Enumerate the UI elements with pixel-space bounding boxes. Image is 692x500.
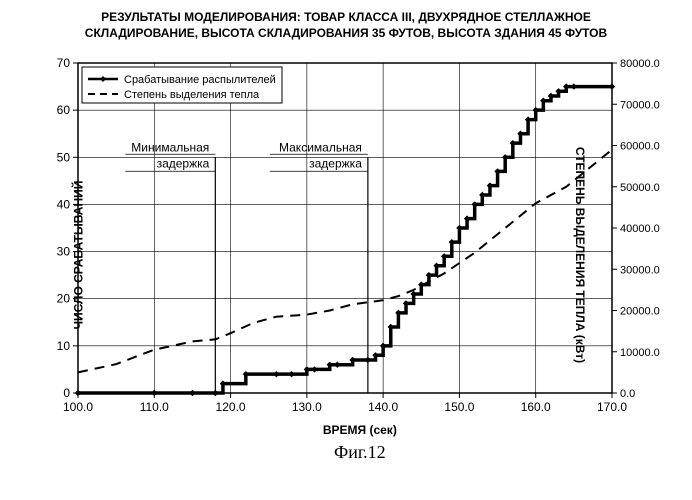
y-left-tick-label: 30 bbox=[57, 245, 71, 259]
min-delay-label-1: Минимальная bbox=[131, 140, 209, 154]
y-right-axis-label: СТЕПЕНЬ ВЫДЕЛЕНИЯ ТЕПЛА (кВт) bbox=[573, 147, 587, 363]
y-right-tick-label: 40000.0 bbox=[620, 223, 660, 235]
plot-area bbox=[78, 63, 612, 393]
x-tick-label: 140.0 bbox=[368, 400, 398, 414]
title-line-2: СКЛАДИРОВАНИЕ, ВЫСОТА СКЛАДИРОВАНИЯ 35 Ф… bbox=[85, 26, 607, 40]
x-tick-label: 100.0 bbox=[63, 400, 93, 414]
y-left-tick-label: 0 bbox=[63, 386, 70, 400]
title-line-1: РЕЗУЛЬТАТЫ МОДЕЛИРОВАНИЯ: ТОВАР КЛАССА I… bbox=[101, 10, 591, 24]
max-delay-label-2: задержка bbox=[309, 156, 362, 170]
legend-label-2: Степень выделения тепла bbox=[124, 89, 260, 101]
y-left-tick-label: 50 bbox=[57, 150, 71, 164]
chart-svg: 100.0110.0120.0130.0140.0150.0160.0170.0… bbox=[0, 45, 692, 465]
x-tick-label: 130.0 bbox=[292, 400, 322, 414]
y-left-tick-label: 40 bbox=[57, 198, 71, 212]
y-left-tick-label: 70 bbox=[57, 56, 71, 70]
y-left-tick-label: 20 bbox=[57, 292, 71, 306]
y-right-tick-label: 10000.0 bbox=[620, 347, 660, 359]
x-tick-label: 120.0 bbox=[216, 400, 246, 414]
x-tick-label: 110.0 bbox=[140, 400, 169, 414]
x-axis-label: ВРЕМЯ (сек) bbox=[323, 423, 397, 437]
y-left-axis-label: ЧИСЛО СРАБАТЫВАНИЙ bbox=[71, 181, 85, 330]
y-right-tick-label: 60000.0 bbox=[620, 141, 660, 153]
max-delay-label-1: Максимальная bbox=[279, 140, 362, 154]
x-tick-label: 170.0 bbox=[597, 400, 627, 414]
chart-container: ЧИСЛО СРАБАТЫВАНИЙ СТЕПЕНЬ ВЫДЕЛЕНИЯ ТЕП… bbox=[0, 45, 692, 465]
y-right-tick-label: 80000.0 bbox=[620, 58, 660, 70]
y-right-tick-label: 20000.0 bbox=[620, 306, 660, 318]
y-left-tick-label: 10 bbox=[57, 339, 71, 353]
x-tick-label: 150.0 bbox=[444, 400, 474, 414]
y-right-tick-label: 70000.0 bbox=[620, 99, 660, 111]
y-right-tick-label: 50000.0 bbox=[620, 182, 660, 194]
y-left-tick-label: 60 bbox=[57, 103, 71, 117]
legend-label-1: Срабатывание распылителей bbox=[124, 74, 276, 86]
figure-label: Фиг.12 bbox=[334, 442, 386, 463]
y-right-tick-label: 30000.0 bbox=[620, 264, 660, 276]
min-delay-label-2: задержка bbox=[157, 156, 210, 170]
y-right-tick-label: 0.0 bbox=[620, 388, 635, 400]
x-tick-label: 160.0 bbox=[521, 400, 551, 414]
